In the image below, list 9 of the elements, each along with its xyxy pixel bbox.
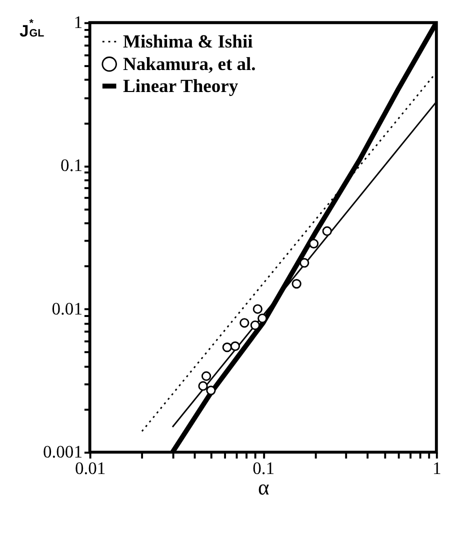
x-axis-title: α	[258, 476, 270, 500]
legend-label: Linear Theory	[123, 76, 239, 97]
legend-label: Nakamura, et al.	[123, 54, 256, 75]
y-tick-label: 1	[74, 12, 82, 32]
x-tick-label: 1	[432, 458, 442, 478]
y-tick-label: 0.01	[52, 298, 82, 318]
legend-label: Mishima & Ishii	[123, 32, 253, 53]
x-tick-label: 0.1	[252, 458, 275, 478]
y-tick-label: 0.1	[60, 155, 82, 176]
